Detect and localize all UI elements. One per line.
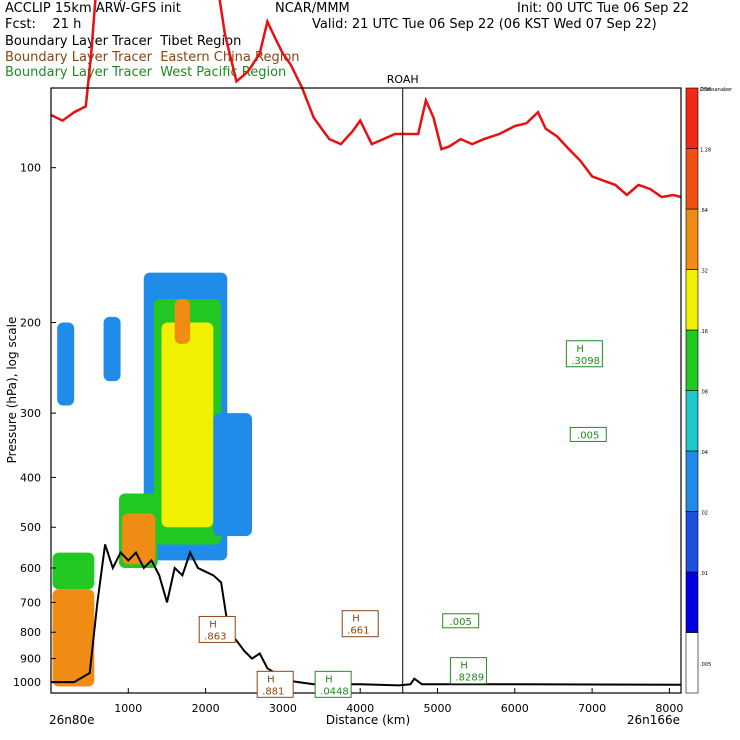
colorbar-label: 1.28 [700,148,711,154]
high-letter: H [352,614,360,625]
high-letter: H [267,674,275,685]
legend-eastern-china: Boundary Layer Tracer Eastern China Regi… [5,50,300,65]
tracer-cell [174,299,191,344]
y-tick-label: 700 [20,596,41,609]
high-marker: .005 [569,426,607,442]
high-value: .8289 [455,673,484,684]
x-tick-label: 2000 [192,702,220,715]
header-org: NCAR/MMM [275,1,350,16]
high-letter: H [325,674,333,685]
colorbar-label: .02 [700,511,708,517]
tracer-cell [122,513,156,565]
y-tick-label: 600 [20,562,41,575]
y-tick-label: 1000 [13,676,41,689]
y-tick-label: 500 [20,521,41,534]
colorbar-swatch [685,390,699,452]
legend-west-pacific: Boundary Layer Tracer West Pacific Regio… [5,65,287,80]
y-axis: 100 200 300 400 500 600 700 800 900 1000 [13,162,56,689]
colorbar: .005 .01 .02 .04 .08 .16 .32 .64 1.28 2.56Ohmsana… [685,87,733,694]
colorbar-swatch [685,329,699,391]
high-marker: H.863 [198,615,236,643]
colorbar-swatch [685,632,699,694]
high-marker: .005 [442,613,480,629]
y-tick-label: 400 [20,471,41,484]
high-markers: H.863H.661H.881H.0448.005H.8289H.3098.00… [198,340,607,698]
high-value: .005 [450,617,472,628]
high-marker: H.0448 [314,670,352,698]
x-tick-label: 7000 [578,702,606,715]
colorbar-swatch [685,208,699,270]
colorbar-swatch [685,571,699,633]
high-value: .0448 [320,686,349,697]
colorbar-label: .64 [700,208,708,214]
high-value: .005 [577,430,599,441]
tracer-cell [161,322,214,528]
high-value: .863 [204,631,226,642]
x-tick-label: 4000 [346,702,374,715]
high-letter: H [460,661,468,672]
end-point-label: 26n166e [627,713,680,727]
x-axis-label: Distance (km) [326,713,410,727]
header-valid: Valid: 21 UTC Tue 06 Sep 22 (06 KST Wed … [312,17,657,32]
tracer-cell [52,552,95,590]
high-value: .661 [347,626,369,637]
x-tick-label: 6000 [501,702,529,715]
colorbar-label: .005 [700,662,711,668]
roah-label: ROAH [387,73,419,86]
tracer-shading [52,272,252,687]
high-value: .881 [262,686,284,697]
high-marker: H.3098 [565,340,603,368]
y-tick-label: 200 [20,317,41,330]
legend-tibet: Boundary Layer Tracer Tibet Region [5,34,242,49]
tracer-cell [103,316,121,382]
y-tick-label: 800 [20,626,41,639]
colorbar-label: .16 [700,329,708,335]
tracer-cell [52,589,95,687]
tracer-cell [57,322,75,406]
high-marker: H.8289 [449,657,487,685]
x-tick-label: 5000 [424,702,452,715]
high-letter: H [209,619,217,630]
colorbar-swatch [685,450,699,512]
colorbar-label: Ohmsanaber [700,87,733,93]
y-axis-label: Pressure (hPa), log scale [5,317,19,464]
header-forecast: Fcst: 21 h [5,17,82,32]
x-tick-label: 1000 [114,702,142,715]
y-tick-label: 900 [20,653,41,666]
header-model: ACCLIP 15km ARW-GFS init [5,1,181,16]
terrain-line [51,544,682,687]
colorbar-label: .04 [700,450,708,456]
high-value: .3098 [571,356,600,367]
high-letter: H [576,344,584,355]
x-tick-label: 8000 [655,702,683,715]
y-tick-label: 300 [20,407,41,420]
plot-frame [50,87,682,694]
colorbar-label: .08 [700,390,708,396]
colorbar-swatch [685,511,699,573]
colorbar-label: .01 [700,571,708,577]
high-marker: H.881 [256,670,294,698]
tracer-cell [213,413,252,537]
y-tick-label: 100 [20,162,41,175]
start-point-label: 26n80e [49,713,95,727]
colorbar-swatch [685,269,699,331]
colorbar-label: 2.56 [700,87,711,93]
colorbar-swatch [685,148,699,210]
header-init: Init: 00 UTC Tue 06 Sep 22 [517,1,690,16]
colorbar-label: .32 [700,269,708,275]
x-tick-label: 3000 [269,702,297,715]
colorbar-swatch [685,87,699,149]
x-axis: 1000 2000 3000 4000 5000 6000 7000 8000 [114,688,683,715]
high-marker: H.661 [341,610,379,638]
tropopause-line [50,0,682,199]
